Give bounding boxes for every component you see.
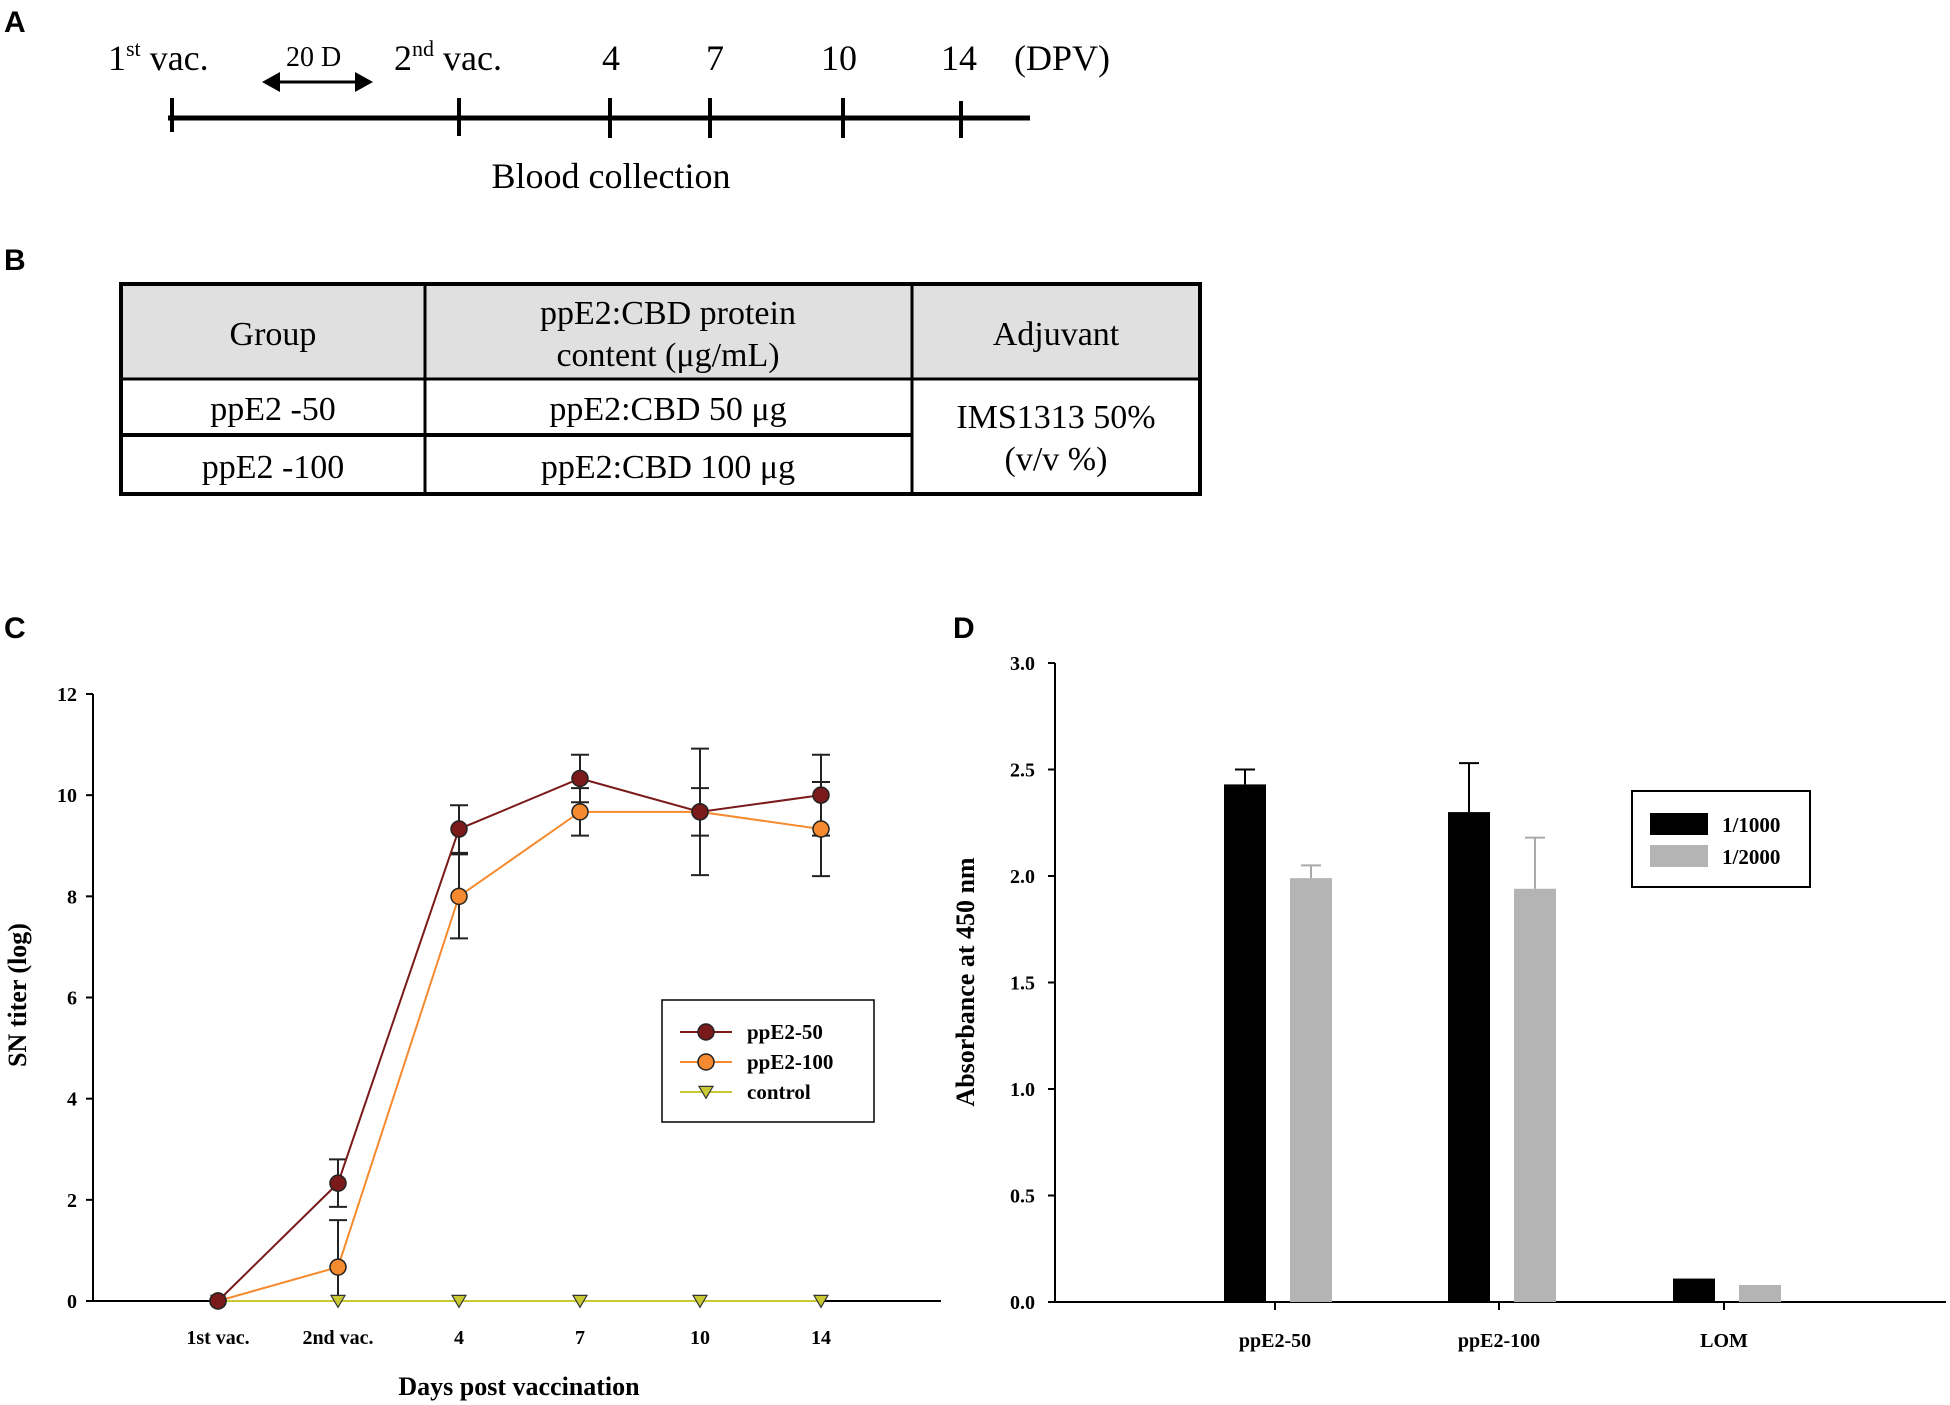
table-header-bg xyxy=(121,284,1200,379)
cell-adjuvant-line1: IMS1313 50% xyxy=(956,399,1155,436)
cell-group: ppE2 -50 xyxy=(210,391,336,428)
data-point-ppE2-50 xyxy=(571,769,589,788)
legend-swatch xyxy=(1650,845,1708,867)
y-tick-label: 2 xyxy=(67,1190,77,1212)
group-table: Group ppE2:CBD protein content (μg/mL) A… xyxy=(119,282,1202,496)
data-point-control xyxy=(329,1294,347,1309)
x-tick-label: 4 xyxy=(454,1327,464,1349)
cell-group: ppE2 -100 xyxy=(202,449,345,486)
y-tick-label: 2.5 xyxy=(1010,760,1035,782)
x-tick-label: ppE2-100 xyxy=(1458,1330,1540,1352)
data-point-ppE2-100 xyxy=(450,887,468,906)
bar-1/1000 xyxy=(1448,812,1490,1302)
first-vac-label: 1st vac. xyxy=(108,36,209,78)
unit-label: (DPV) xyxy=(1014,38,1110,78)
day-label: 7 xyxy=(706,38,724,78)
y-tick-label: 3.0 xyxy=(1010,653,1035,675)
y-tick-label: 0 xyxy=(67,1291,77,1313)
second-vac-label: 2nd vac. xyxy=(394,36,502,78)
header-content-line1: ppE2:CBD protein xyxy=(540,295,796,332)
data-point-control xyxy=(571,1294,589,1309)
legend-marker xyxy=(697,1023,715,1041)
data-point-ppE2-50 xyxy=(450,820,468,838)
legend-swatch xyxy=(1650,813,1708,835)
bar-1/1000 xyxy=(1224,784,1266,1302)
data-point-ppE2-100 xyxy=(812,820,830,838)
data-point-ppE2-50 xyxy=(812,786,830,804)
x-tick-label: 14 xyxy=(811,1327,831,1349)
panel-label-c: C xyxy=(4,612,26,645)
y-tick-label: 1.0 xyxy=(1010,1079,1035,1101)
bar-1/2000 xyxy=(1739,1284,1781,1302)
cell-content: ppE2:CBD 100 μg xyxy=(541,449,795,486)
day-label: 14 xyxy=(941,38,977,78)
y-tick-label: 2.0 xyxy=(1010,866,1035,888)
panel-label-a: A xyxy=(4,6,26,39)
legend-label: ppE2-100 xyxy=(747,1050,833,1074)
timeline: 1st vac. 20 D 2nd vac. 4 7 10 14 (DPV) B… xyxy=(108,36,1110,196)
y-axis-title: SN titer (log) xyxy=(3,923,32,1067)
header-adjuvant: Adjuvant xyxy=(993,316,1120,353)
data-point-ppE2-100 xyxy=(571,803,589,821)
data-point-ppE2-50 xyxy=(329,1174,347,1192)
bar-1/1000 xyxy=(1673,1278,1715,1302)
series-line-ppE2-100 xyxy=(217,810,822,1302)
blood-collection-caption: Blood collection xyxy=(492,156,731,196)
panel-label-d: D xyxy=(953,612,975,645)
legend-label: control xyxy=(747,1080,811,1104)
y-axis-title: Absorbance at 450 nm xyxy=(951,857,980,1107)
data-point-ppE2-50 xyxy=(209,1292,227,1310)
x-tick-label: 1st vac. xyxy=(186,1327,249,1349)
y-tick-label: 0.0 xyxy=(1010,1292,1035,1314)
y-tick-label: 10 xyxy=(57,785,77,807)
interval-label: 20 D xyxy=(286,42,341,73)
cell-content: ppE2:CBD 50 μg xyxy=(549,391,786,428)
double-arrow-icon xyxy=(262,72,373,92)
legend-label: 1/2000 xyxy=(1722,845,1780,869)
x-tick-label: LOM xyxy=(1700,1330,1748,1352)
data-point-control xyxy=(812,1294,830,1309)
y-tick-label: 1.5 xyxy=(1010,973,1035,995)
y-tick-label: 6 xyxy=(67,988,77,1010)
bar-1/2000 xyxy=(1514,888,1556,1302)
legend-label: ppE2-50 xyxy=(747,1020,823,1044)
y-tick-label: 12 xyxy=(57,684,77,706)
bar-1/2000 xyxy=(1290,878,1332,1302)
header-content-line2: content (μg/mL) xyxy=(556,337,779,374)
data-point-control xyxy=(450,1294,468,1309)
day-label: 10 xyxy=(821,38,857,78)
y-tick-label: 8 xyxy=(67,886,77,908)
x-tick-label: ppE2-50 xyxy=(1239,1330,1311,1352)
sn-titer-line-chart: Days post vaccination SN titer (log) 0 2 4… xyxy=(3,684,941,1401)
legend-marker xyxy=(697,1053,715,1071)
data-point-control xyxy=(691,1294,709,1309)
data-point-ppE2-100 xyxy=(329,1258,347,1276)
day-label: 4 xyxy=(602,38,620,78)
x-tick-label: 2nd vac. xyxy=(302,1327,373,1349)
data-point-ppE2-50 xyxy=(691,803,709,821)
legend-box xyxy=(1631,790,1811,888)
y-tick-label: 4 xyxy=(67,1089,77,1111)
panel-label-b: B xyxy=(4,244,26,277)
x-tick-label: 7 xyxy=(575,1327,585,1349)
header-group: Group xyxy=(230,316,317,353)
legend-marker xyxy=(697,1085,715,1100)
cell-adjuvant-line2: (v/v %) xyxy=(1005,441,1108,478)
x-axis-title: Days post vaccination xyxy=(398,1372,640,1401)
x-tick-label: 10 xyxy=(690,1327,710,1349)
absorbance-bar-chart: Absorbance at 450 nm 0.0 0.5 1.0 1.5 2.0 2.5 3… xyxy=(951,653,1946,1352)
legend-label: 1/1000 xyxy=(1722,813,1780,837)
series-line-ppE2-50 xyxy=(217,777,822,1302)
y-tick-label: 0.5 xyxy=(1010,1186,1035,1208)
